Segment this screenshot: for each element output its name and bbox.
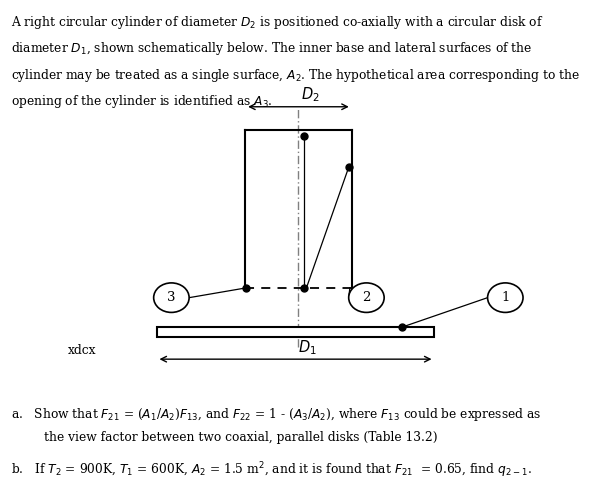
Text: a.   Show that $F_{21}$ = ($A_1$/$A_2$)$F_{13}$, and $F_{22}$ = 1 - ($A_3$/$A_2$: a. Show that $F_{21}$ = ($A_1$/$A_2$)$F_… (11, 406, 541, 423)
Circle shape (349, 283, 384, 312)
Text: diameter $D_1$, shown schematically below. The inner base and lateral surfaces o: diameter $D_1$, shown schematically belo… (11, 40, 532, 58)
Bar (157, 327, 434, 337)
Text: 3: 3 (167, 291, 176, 304)
Text: 2: 2 (362, 291, 371, 304)
Text: A right circular cylinder of diameter $D_2$ is positioned co-axially with a circ: A right circular cylinder of diameter $D… (11, 14, 543, 31)
Text: xdcx: xdcx (68, 344, 96, 357)
Circle shape (154, 283, 189, 312)
Text: cylinder may be treated as a single surface, $A_2$. The hypothetical area corres: cylinder may be treated as a single surf… (11, 67, 580, 84)
Text: the view factor between two coaxial, parallel disks (Table 13.2): the view factor between two coaxial, par… (44, 431, 438, 444)
Text: 1: 1 (501, 291, 509, 304)
Text: $D_2$: $D_2$ (301, 86, 320, 104)
Text: b.   If $T_2$ = 900K, $T_1$ = 600K, $A_2$ = 1.5 m$^2$, and it is found that $F_{: b. If $T_2$ = 900K, $T_1$ = 600K, $A_2$ … (11, 460, 531, 480)
Text: opening of the cylinder is identified as $A_3$.: opening of the cylinder is identified as… (11, 93, 272, 111)
Circle shape (488, 283, 523, 312)
Text: $D_1$: $D_1$ (298, 338, 317, 357)
